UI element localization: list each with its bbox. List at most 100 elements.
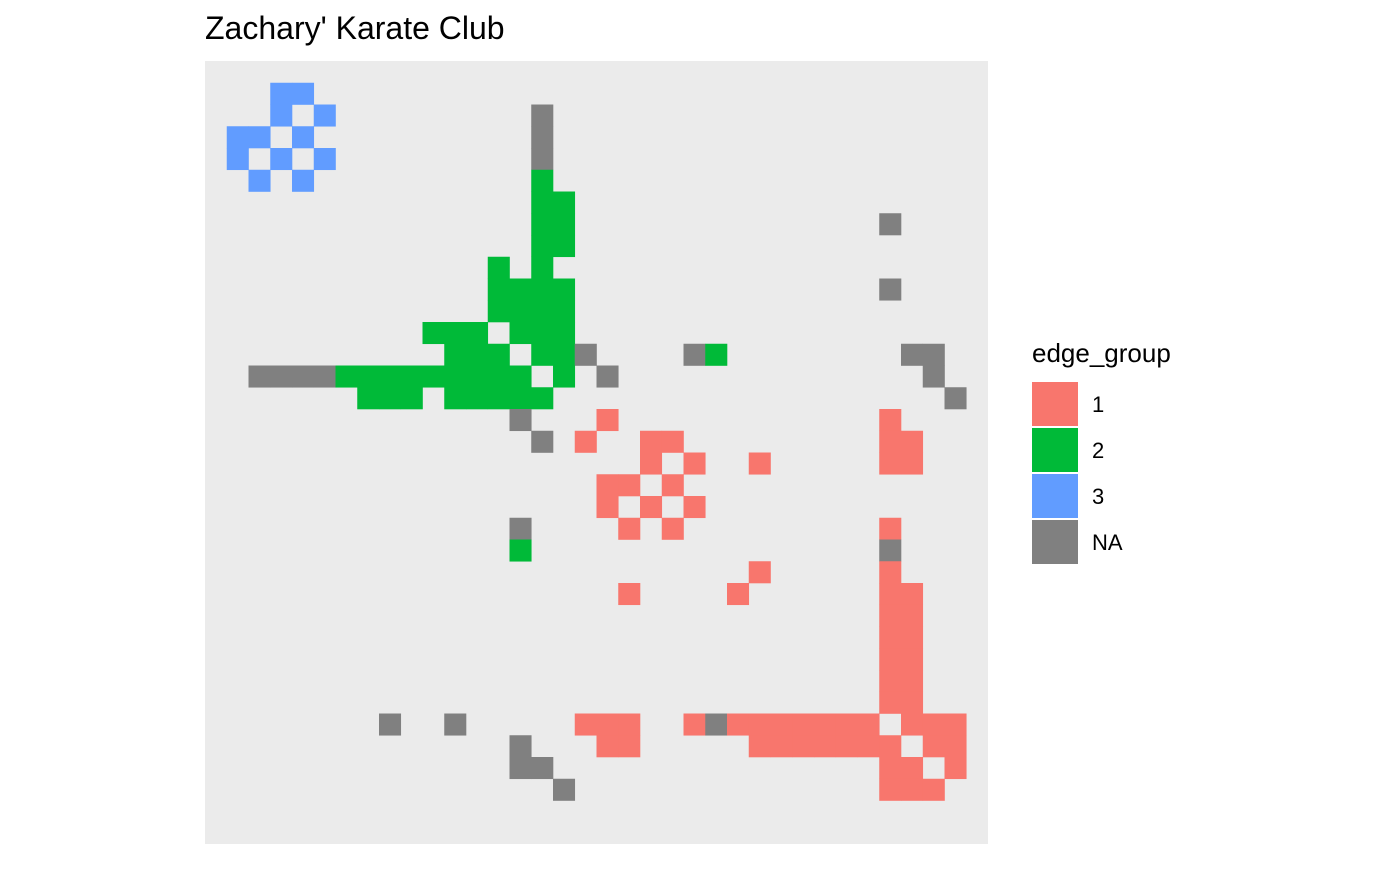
heatmap-cell <box>313 104 336 127</box>
heatmap-cell <box>379 365 402 388</box>
heatmap-cell <box>922 365 945 388</box>
heatmap-cell <box>879 735 902 758</box>
legend-key <box>1032 428 1078 472</box>
heatmap-cell <box>248 169 271 192</box>
heatmap-cell <box>553 300 576 323</box>
heatmap-cell <box>618 713 641 736</box>
legend-label: 1 <box>1092 392 1104 417</box>
heatmap-cell <box>640 430 663 453</box>
heatmap-cell <box>835 735 858 758</box>
heatmap-cell <box>879 539 902 562</box>
heatmap-cell <box>509 300 532 323</box>
heatmap-cell <box>901 583 924 606</box>
heatmap-cell <box>400 387 423 410</box>
heatmap-cell <box>596 496 619 519</box>
legend-title: edge_group <box>1032 338 1171 368</box>
heatmap-cell <box>444 322 467 345</box>
heatmap-cell <box>466 387 489 410</box>
heatmap-cell <box>248 365 271 388</box>
heatmap-cell <box>857 735 880 758</box>
heatmap-cell <box>901 604 924 627</box>
heatmap-cell <box>248 126 271 149</box>
heatmap-cell <box>531 213 554 236</box>
heatmap-cell <box>748 561 771 584</box>
heatmap-cell <box>661 430 684 453</box>
heatmap-cell <box>422 365 445 388</box>
heatmap-cell <box>444 365 467 388</box>
legend-label: 3 <box>1092 484 1104 509</box>
heatmap-cell <box>661 517 684 540</box>
heatmap-cell <box>901 452 924 475</box>
heatmap-cell <box>313 365 336 388</box>
heatmap-cell <box>553 778 576 801</box>
heatmap-cell <box>313 148 336 171</box>
heatmap-cell <box>727 583 750 606</box>
heatmap-cell <box>596 713 619 736</box>
heatmap-cell <box>596 735 619 758</box>
heatmap-cell <box>574 343 597 366</box>
heatmap-cell <box>879 778 902 801</box>
heatmap-cell <box>879 213 902 236</box>
heatmap-cell <box>574 430 597 453</box>
heatmap-cell <box>509 387 532 410</box>
heatmap-cell <box>792 713 815 736</box>
heatmap-cell <box>292 126 315 149</box>
heatmap-cell <box>901 648 924 671</box>
heatmap-cell <box>487 343 510 366</box>
heatmap-cell <box>444 343 467 366</box>
heatmap-cell <box>944 757 967 780</box>
heatmap-cell <box>487 300 510 323</box>
heatmap-cell <box>944 735 967 758</box>
heatmap-cell <box>487 256 510 279</box>
heatmap-cell <box>879 561 902 584</box>
heatmap-cell <box>466 322 489 345</box>
heatmap-cell <box>270 365 293 388</box>
heatmap-cell <box>270 82 293 105</box>
heatmap-cell <box>683 343 706 366</box>
heatmap-cell <box>466 365 489 388</box>
heatmap-cell <box>835 713 858 736</box>
heatmap-cell <box>922 343 945 366</box>
chart-title: Zachary' Karate Club <box>205 10 505 46</box>
heatmap-cell <box>400 365 423 388</box>
heatmap-cell <box>922 713 945 736</box>
heatmap-cell <box>574 713 597 736</box>
heatmap-cell <box>901 778 924 801</box>
heatmap-cell <box>879 430 902 453</box>
heatmap-cell <box>879 583 902 606</box>
heatmap-cell <box>466 343 489 366</box>
heatmap-cell <box>901 343 924 366</box>
heatmap-cell <box>379 713 402 736</box>
heatmap-cell <box>553 278 576 301</box>
heatmap-cell <box>618 517 641 540</box>
heatmap-cell <box>422 322 445 345</box>
heatmap-cell <box>596 365 619 388</box>
heatmap-cell <box>509 539 532 562</box>
legend: edge_group 1 2 3 NA <box>1032 338 1171 564</box>
heatmap-cell <box>814 735 837 758</box>
heatmap-cell <box>531 104 554 127</box>
legend-items: 1 2 3 NA <box>1032 382 1123 564</box>
heatmap-cell <box>379 387 402 410</box>
heatmap-cell <box>748 452 771 475</box>
heatmap-cell <box>596 409 619 432</box>
heatmap-cell <box>901 430 924 453</box>
heatmap-cell <box>335 365 358 388</box>
heatmap-cell <box>596 474 619 497</box>
heatmap-cell <box>531 126 554 149</box>
heatmap-cell <box>770 735 793 758</box>
heatmap-cell <box>901 713 924 736</box>
heatmap-cell <box>901 691 924 714</box>
heatmap-cell <box>531 278 554 301</box>
heatmap-cell <box>357 387 380 410</box>
heatmap-cell <box>531 169 554 192</box>
heatmap-cell <box>357 365 380 388</box>
heatmap-cell <box>509 409 532 432</box>
legend-label: 2 <box>1092 438 1104 463</box>
heatmap-cell <box>879 691 902 714</box>
heatmap-cell <box>553 235 576 258</box>
heatmap-cell <box>270 148 293 171</box>
heatmap-cell <box>509 757 532 780</box>
